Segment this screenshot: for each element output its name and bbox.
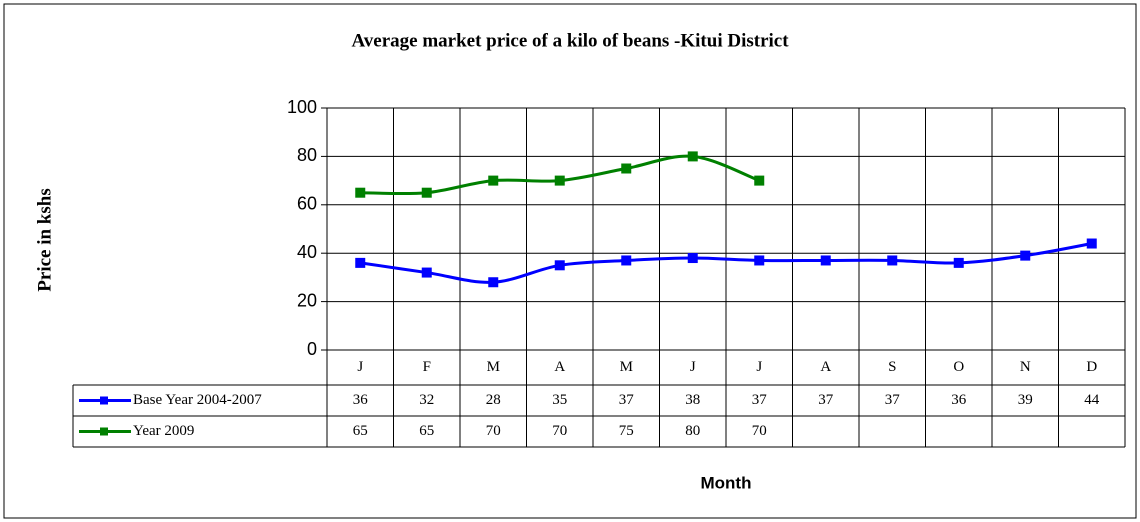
table-value: 65 [353,423,368,439]
table-value: 80 [685,423,700,439]
table-value: 65 [419,423,434,439]
legend-marker [100,427,108,436]
x-tick-label: S [888,359,896,375]
table-value: 70 [486,423,501,439]
x-tick-label: J [357,359,363,375]
chart-title: Average market price of a kilo of beans … [351,30,789,51]
y-axis-label: Price in kshs [34,188,55,291]
point-marker [953,257,964,268]
y-tick-label: 20 [297,290,317,310]
table-value: 35 [552,392,567,408]
point-marker [421,187,432,198]
x-tick-label: A [820,359,831,375]
table-value: 28 [486,392,501,408]
y-tick-label: 80 [297,145,317,165]
x-tick-label: J [690,359,696,375]
point-marker [887,255,898,266]
point-marker [1020,250,1031,261]
table-value: 75 [619,423,634,439]
table-value: 37 [818,392,834,408]
table-value: 37 [752,392,768,408]
table-value: 70 [752,423,767,439]
y-tick-label: 40 [297,242,317,262]
x-tick-label: O [953,359,964,375]
x-tick-label: M [620,359,633,375]
x-tick-label: F [423,359,431,375]
table-value: 37 [885,392,901,408]
table-value: 36 [951,392,967,408]
legend-marker [100,396,108,405]
table-value: 39 [1018,392,1033,408]
y-tick-label: 100 [287,97,317,117]
point-marker [421,267,432,278]
point-marker [820,255,831,266]
table-value: 36 [353,392,369,408]
table-value: 32 [419,392,434,408]
x-tick-label: A [554,359,565,375]
point-marker [554,260,565,271]
x-tick-label: M [487,359,500,375]
legend-label: Base Year 2004-2007 [133,392,262,408]
x-tick-label: J [756,359,762,375]
x-axis-label: Month [701,473,752,492]
point-marker [488,277,499,288]
x-tick-label: D [1086,359,1097,375]
table-value: 37 [619,392,635,408]
point-marker [754,175,765,186]
table-value: 44 [1084,392,1100,408]
point-marker [621,163,632,174]
point-marker [355,257,366,268]
point-marker [554,175,565,186]
y-tick-label: 60 [297,194,317,214]
table-value: 70 [552,423,567,439]
point-marker [754,255,765,266]
table-value: 38 [685,392,700,408]
point-marker [687,253,698,264]
y-tick-label: 0 [307,339,317,359]
point-marker [687,151,698,162]
legend-label: Year 2009 [133,423,194,439]
x-tick-label: N [1020,359,1031,375]
series-line [360,242,1093,284]
point-marker [355,187,366,198]
point-marker [488,175,499,186]
point-marker [621,255,632,266]
point-marker [1086,238,1097,249]
